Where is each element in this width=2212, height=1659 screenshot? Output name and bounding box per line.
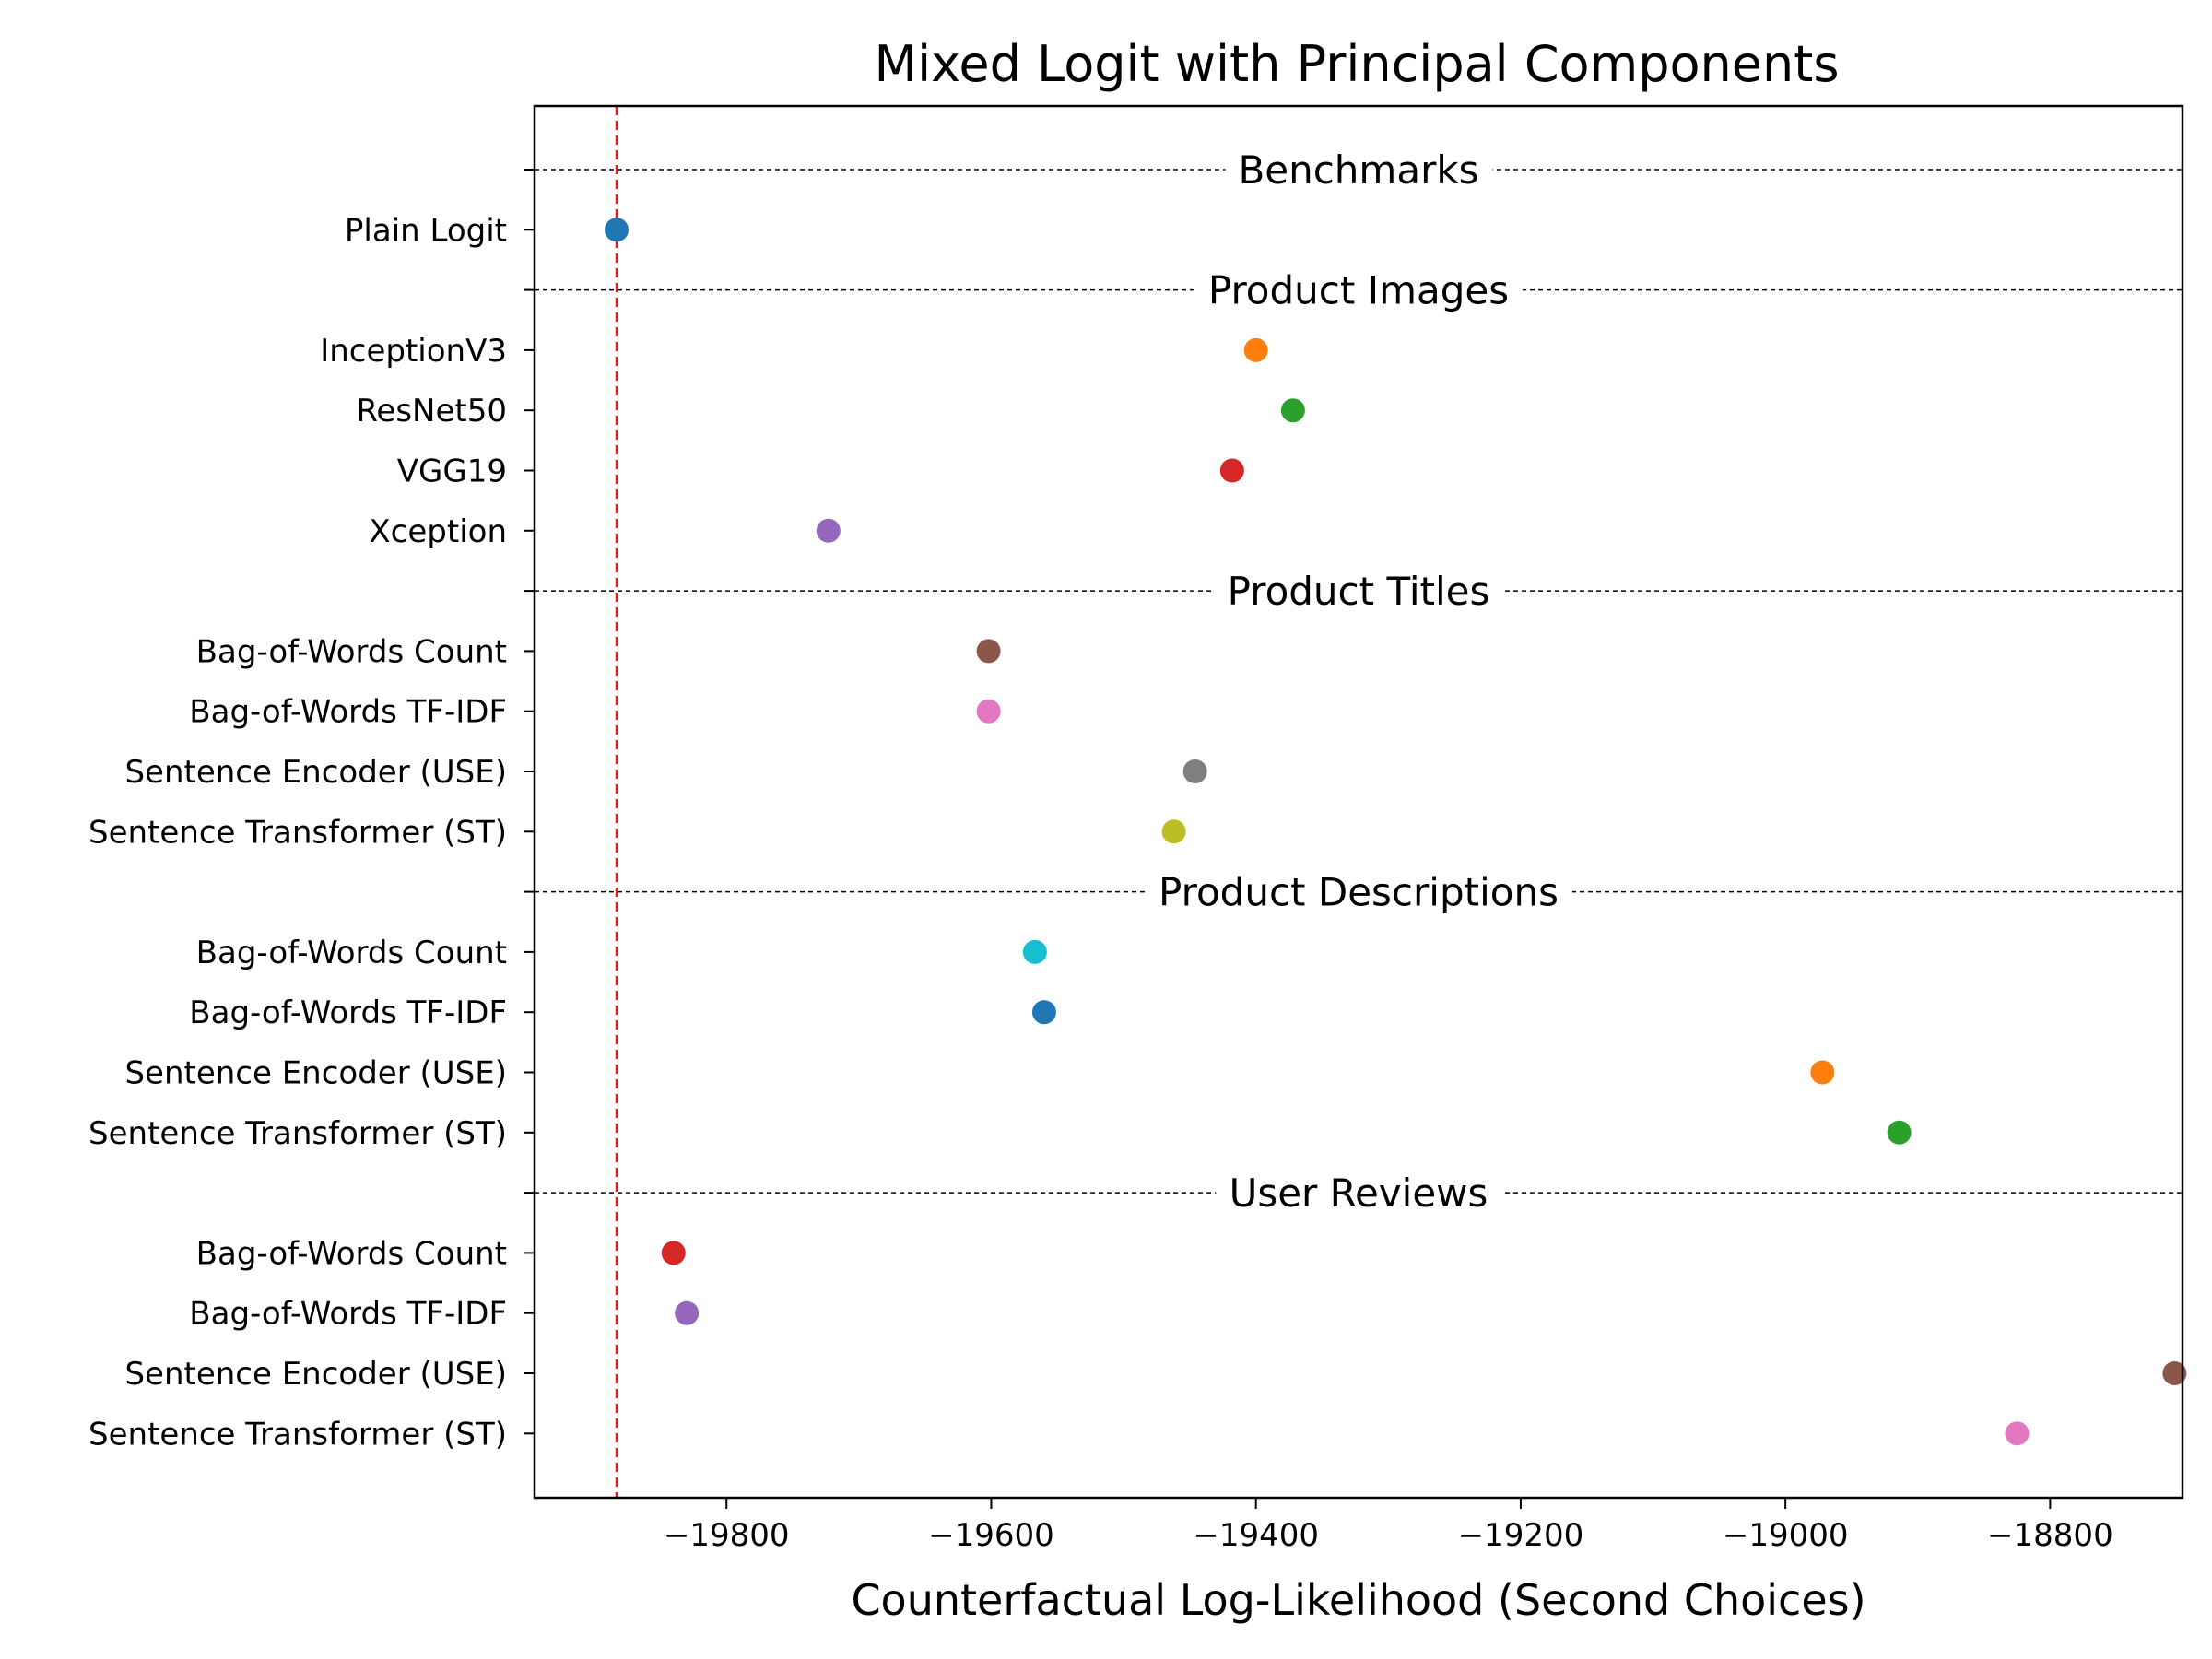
data-point (1887, 1120, 1912, 1145)
x-axis-label: Counterfactual Log-Likelihood (Second Ch… (851, 1575, 1865, 1625)
category-label: ResNet50 (356, 393, 507, 429)
category-label: Sentence Encoder (USE) (124, 1055, 507, 1092)
group-label: Product Images (1208, 268, 1509, 313)
group-label: Benchmarks (1238, 147, 1478, 193)
x-tick-label: −19800 (664, 1517, 790, 1554)
x-tick-label: −19400 (1193, 1517, 1319, 1554)
category-label: Sentence Encoder (USE) (124, 754, 507, 791)
data-point (816, 518, 841, 543)
category-label: Sentence Transformer (ST) (88, 1115, 507, 1152)
data-point (976, 699, 1001, 724)
plot-frame (533, 104, 2184, 1500)
data-point (1161, 819, 1186, 844)
category-label: Bag-of-Words Count (196, 935, 507, 971)
category-label: Plain Logit (345, 212, 507, 249)
group-label: Product Descriptions (1159, 870, 1559, 915)
x-tick-label: −19000 (1723, 1517, 1849, 1554)
data-point (1022, 939, 1047, 964)
data-point (1182, 759, 1207, 783)
group-label: Product Titles (1228, 569, 1490, 614)
data-point (661, 1241, 686, 1265)
category-label: Sentence Encoder (USE) (124, 1356, 507, 1393)
data-point (1280, 398, 1305, 423)
category-label: Sentence Transformer (ST) (88, 1416, 507, 1453)
category-label: Bag-of-Words Count (196, 633, 507, 670)
category-label: Sentence Transformer (ST) (88, 814, 507, 851)
category-label: Bag-of-Words TF-IDF (189, 694, 507, 731)
category-label: VGG19 (397, 453, 507, 490)
category-label: Bag-of-Words TF-IDF (189, 994, 507, 1031)
group-label: User Reviews (1230, 1171, 1488, 1216)
data-point (1243, 337, 1268, 362)
x-tick-label: −19200 (1458, 1517, 1584, 1554)
chart-title: Mixed Logit with Principal Components (875, 35, 1840, 93)
data-point (675, 1300, 700, 1325)
data-point (2005, 1421, 2030, 1446)
data-point (1031, 1000, 1056, 1025)
plot-area: −19800 −19600 −19400 −19200 −19000 −18800 Benc… (88, 106, 2187, 1554)
data-point (1219, 458, 1244, 483)
category-label: InceptionV3 (320, 333, 507, 370)
category-label: Bag-of-Words TF-IDF (189, 1296, 507, 1333)
category-label: Bag-of-Words Count (196, 1235, 507, 1272)
x-tick-label: −19600 (928, 1517, 1054, 1554)
x-tick-label: −18800 (1987, 1517, 2113, 1554)
data-point (2162, 1361, 2187, 1385)
category-label: Xception (369, 513, 507, 550)
data-point (1810, 1060, 1835, 1085)
data-point (605, 218, 629, 242)
data-point (976, 639, 1001, 664)
